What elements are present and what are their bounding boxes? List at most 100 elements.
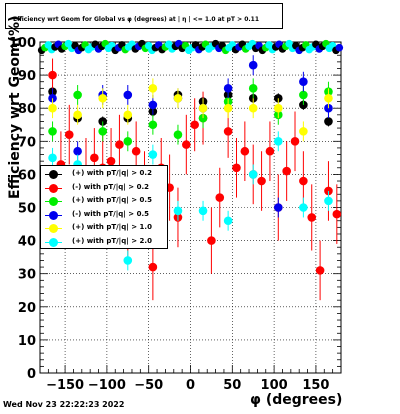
x-axis-title: φ (degrees) xyxy=(250,392,343,408)
series-2-point xyxy=(248,84,258,93)
series-4-point xyxy=(223,103,233,113)
series-1-point xyxy=(332,209,342,219)
y-tick-label: 30 xyxy=(18,268,36,283)
y-tick-label: 60 xyxy=(18,168,36,183)
series-5-point xyxy=(123,256,133,265)
y-tick-label: 90 xyxy=(18,69,36,84)
series-3-point xyxy=(48,93,57,103)
series-3-point xyxy=(148,100,158,110)
legend-label: (+) with pT/|q| > 0.2 xyxy=(72,169,152,177)
x-tick-label: 150 xyxy=(302,378,329,393)
legend-label: (+) with pT/|q| > 0.5 xyxy=(72,196,152,204)
legend-item: (+) with pT/|q| > 2.0 xyxy=(41,236,169,249)
series-4-point xyxy=(299,127,308,136)
series-5-point xyxy=(324,196,333,206)
timestamp: Wed Nov 23 22:22:23 2022 xyxy=(3,400,125,409)
legend-label: (+) with pT/|q| > 1.0 xyxy=(72,223,152,231)
series-1-point xyxy=(48,70,57,80)
series-1-point xyxy=(64,130,74,139)
series-2-point xyxy=(98,127,108,136)
y-tick-label: 80 xyxy=(18,102,36,117)
y-tick-label: 20 xyxy=(18,301,36,316)
series-1-point xyxy=(115,140,124,149)
series-4-point xyxy=(273,103,283,113)
legend-marker xyxy=(49,183,58,193)
series-1-point xyxy=(232,163,241,173)
series-1-point xyxy=(131,146,141,156)
legend-item: (-) with pT/|q| > 0.5 xyxy=(41,209,169,222)
chart-title: Efficiency wrt Geom for Global vs φ (deg… xyxy=(13,16,260,23)
legend-label: (-) with pT/|q| > 0.2 xyxy=(72,182,149,191)
series-1-point xyxy=(307,213,317,222)
series-4-point xyxy=(148,84,158,93)
series-5-point xyxy=(248,170,258,179)
series-1-point xyxy=(215,193,225,202)
series-5-point xyxy=(173,206,183,216)
series-2-point xyxy=(148,120,158,130)
series-3-point xyxy=(73,146,82,156)
series-4-point xyxy=(248,103,258,113)
series-2-point xyxy=(299,90,308,100)
chart-title-box: Efficiency wrt Geom for Global vs φ (deg… xyxy=(5,3,283,29)
y-tick-label: 100 xyxy=(9,36,36,51)
series-3-point xyxy=(273,203,283,212)
series-1-point xyxy=(290,137,300,146)
y-tick-label: 0 xyxy=(27,367,36,382)
series-5-point xyxy=(198,206,208,216)
series-1-point xyxy=(282,166,291,176)
series-4-point xyxy=(48,103,57,113)
legend-label: (-) with pT/|q| > 0.5 xyxy=(72,209,149,218)
series-1-point xyxy=(315,266,325,275)
series-4-point xyxy=(98,93,108,103)
series-5-point xyxy=(48,153,57,163)
y-axis-title: Efficiency wrt Geom(%) xyxy=(7,15,23,199)
top-band-point xyxy=(335,43,344,52)
legend: (+) with pT/|q| > 0.2 (-) with pT/|q| > 0… xyxy=(40,165,168,249)
x-tick-label: 100 xyxy=(261,378,288,393)
series-0-point xyxy=(324,117,333,126)
x-tick-label: −50 xyxy=(134,378,163,393)
series-1-point xyxy=(299,176,308,186)
legend-item: (+) with pT/|q| > 1.0 xyxy=(41,222,169,235)
series-1-point xyxy=(265,146,275,156)
series-1-point xyxy=(223,127,233,136)
series-1-point xyxy=(182,140,191,149)
legend-marker xyxy=(49,170,58,179)
series-1-point xyxy=(148,262,158,272)
y-tick-label: 40 xyxy=(18,235,36,250)
series-2-point xyxy=(123,137,133,146)
series-5-point xyxy=(148,150,158,159)
series-1-point xyxy=(190,120,199,130)
series-1-point xyxy=(257,176,266,186)
legend-marker xyxy=(49,237,58,247)
legend-label: (+) with pT/|q| > 2.0 xyxy=(72,236,152,245)
series-3-point xyxy=(299,77,308,87)
y-tick-label: 50 xyxy=(18,202,36,217)
series-3-point xyxy=(123,90,133,100)
series-4-point xyxy=(73,110,82,120)
series-1-point xyxy=(90,153,99,163)
x-tick-label: 50 xyxy=(223,378,241,393)
legend-item: (-) with pT/|q| > 0.2 xyxy=(41,182,169,195)
x-tick-label: −100 xyxy=(88,378,126,393)
series-5-point xyxy=(273,137,283,146)
legend-marker xyxy=(49,197,58,206)
series-2-point xyxy=(73,90,82,100)
series-5-point xyxy=(299,203,308,212)
series-1-point xyxy=(240,146,250,156)
y-tick-label: 70 xyxy=(18,135,36,150)
series-4-point xyxy=(198,103,208,113)
series-3-point xyxy=(248,60,258,70)
series-4-point xyxy=(123,110,133,120)
series-1-point xyxy=(106,156,116,166)
series-0-point xyxy=(273,93,283,103)
legend-marker xyxy=(49,224,58,233)
series-2-point xyxy=(48,127,57,136)
legend-marker xyxy=(49,210,58,220)
legend-item: (+) with pT/|q| > 0.2 xyxy=(41,168,169,181)
series-4-point xyxy=(173,93,183,103)
series-1-point xyxy=(207,236,216,245)
series-3-point xyxy=(223,84,233,93)
legend-item: (+) with pT/|q| > 0.5 xyxy=(41,195,169,208)
